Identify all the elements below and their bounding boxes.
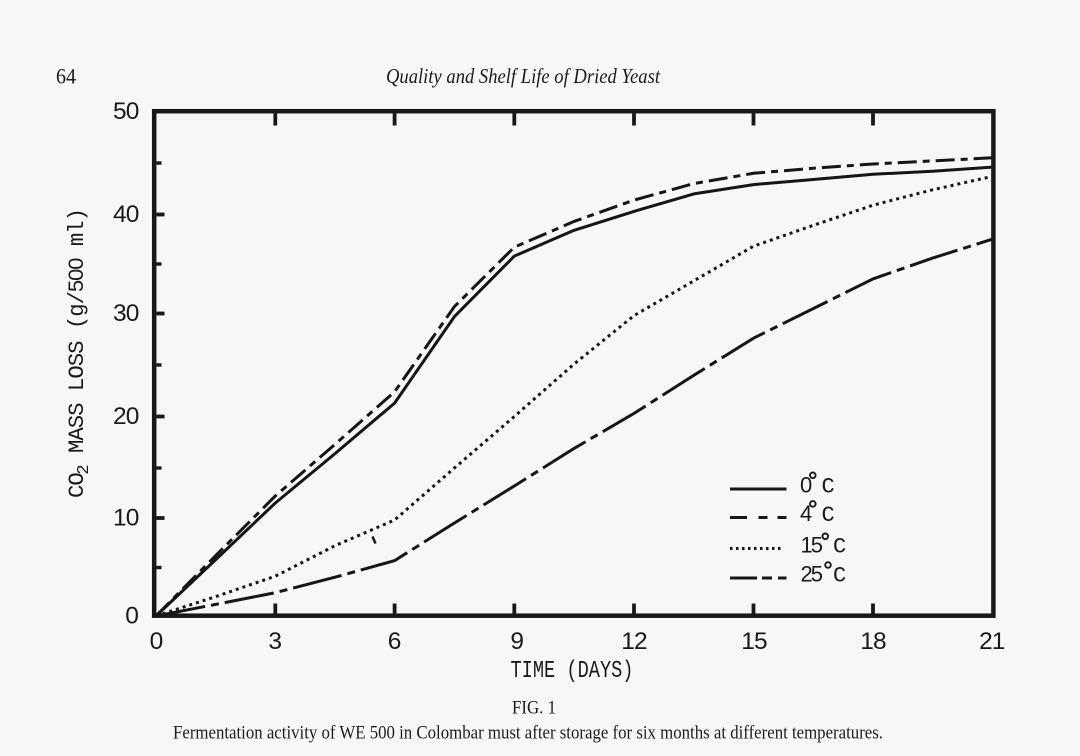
svg-text:C: C	[833, 535, 846, 560]
svg-text:40: 40	[113, 201, 139, 228]
svg-text:0: 0	[125, 603, 138, 630]
svg-text:25: 25	[801, 562, 823, 587]
svg-text:50: 50	[113, 98, 139, 125]
svg-text:C: C	[822, 503, 835, 528]
svg-text:6: 6	[388, 628, 401, 655]
svg-text:0: 0	[150, 628, 163, 655]
svg-text:15: 15	[801, 533, 823, 558]
svg-text:12: 12	[621, 628, 647, 655]
svg-text:CO2 MASS LOSS (g/500 ml): CO2 MASS LOSS (g/500 ml)	[64, 209, 94, 498]
svg-text:Quality and Shelf Life of Drie: Quality and Shelf Life of Dried Yeast	[386, 64, 661, 88]
svg-text:64: 64	[56, 64, 76, 89]
svg-text:30: 30	[113, 300, 139, 327]
svg-text:3: 3	[268, 628, 281, 655]
svg-text:C: C	[822, 475, 835, 500]
svg-text:20: 20	[113, 403, 139, 430]
svg-text:10: 10	[113, 505, 139, 532]
svg-text:TIME (DAYS): TIME (DAYS)	[511, 658, 634, 685]
svg-text:C: C	[833, 564, 846, 589]
svg-text:15: 15	[741, 628, 767, 655]
svg-text:FIG. 1: FIG. 1	[512, 698, 556, 719]
svg-text:Fermentation activity of WE 50: Fermentation activity of WE 500 in Colom…	[173, 723, 883, 744]
svg-text:18: 18	[860, 628, 886, 655]
svg-text:21: 21	[979, 628, 1005, 655]
svg-text:9: 9	[510, 628, 523, 655]
